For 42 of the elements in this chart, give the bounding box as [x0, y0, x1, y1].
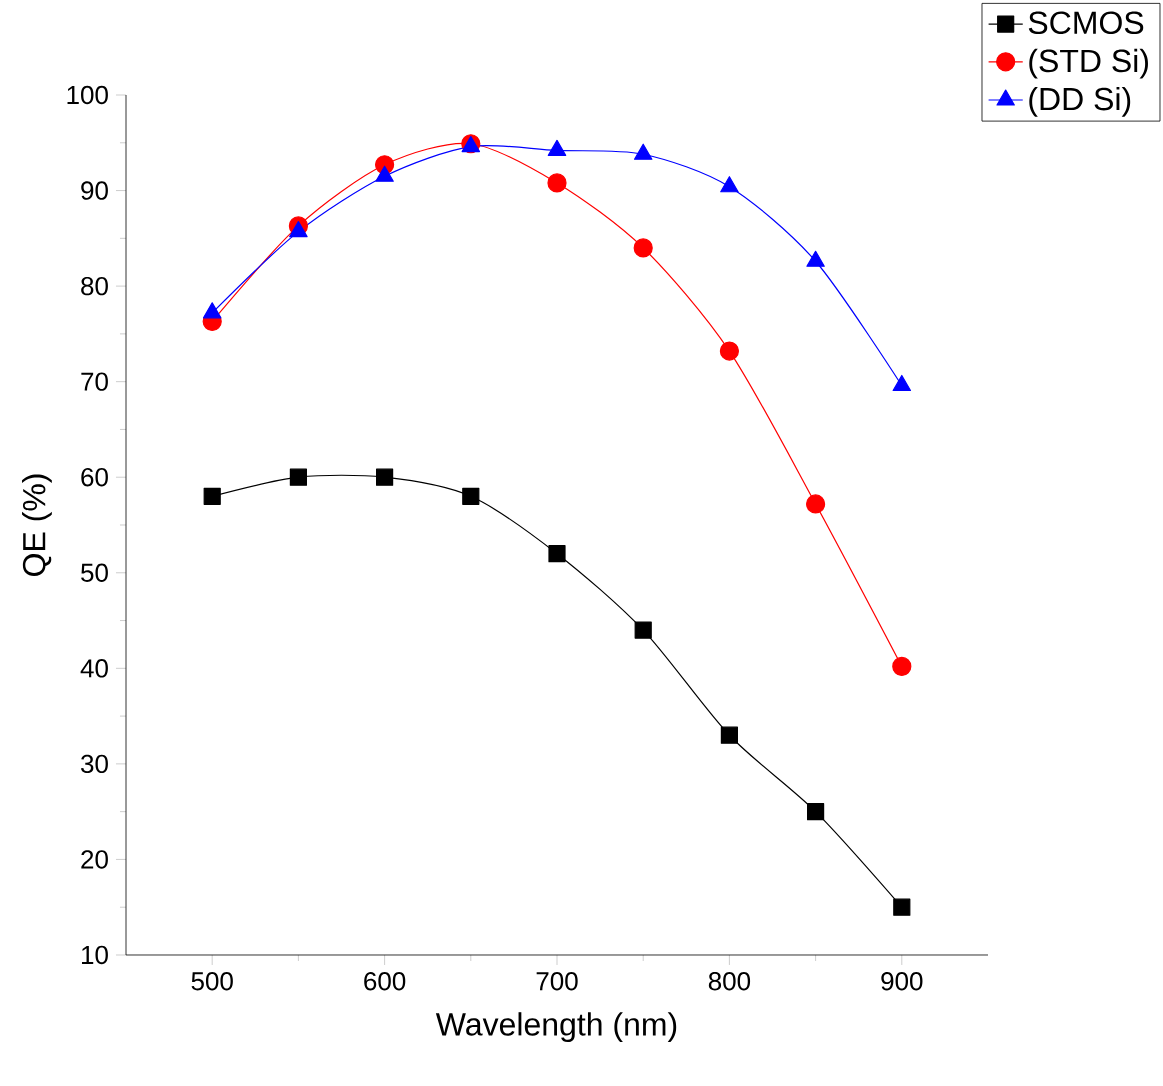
point: [548, 545, 566, 563]
point: [806, 250, 825, 267]
point: [633, 143, 653, 160]
point: [892, 374, 912, 392]
y-tick-label: 80: [81, 276, 108, 296]
point: [720, 726, 738, 744]
y-tick-label: 10: [81, 945, 108, 965]
y-tick-label: 90: [81, 181, 108, 200]
y-tick-label: 30: [81, 754, 108, 774]
point: [806, 494, 826, 514]
point: [634, 621, 652, 639]
x-axis-title: Wavelength (nm): [435, 1012, 677, 1043]
x-tick-label: 500: [191, 972, 233, 991]
point: [807, 803, 825, 821]
point: [462, 487, 480, 505]
x-tick-label: 800: [708, 972, 751, 991]
y-tick-label: 70: [81, 372, 108, 391]
y-tick-label: 50: [81, 563, 108, 582]
point: [547, 139, 567, 157]
x-tick-label: 700: [536, 972, 578, 991]
x-tick-label: 600: [364, 972, 406, 991]
legend-label: SCMOS: [1028, 11, 1144, 35]
y-tick-label: 100: [67, 85, 108, 105]
legend-label: (DD Si): [1029, 86, 1131, 117]
point: [203, 487, 221, 505]
y-tick-label: 40: [80, 659, 108, 678]
y-tick-label: 20: [81, 850, 108, 869]
point: [719, 341, 739, 361]
y-tick-label: 60: [81, 468, 108, 487]
point: [720, 176, 739, 193]
legend-label: (STD Si): [1029, 48, 1148, 79]
point: [202, 302, 222, 319]
point: [376, 468, 394, 486]
point: [289, 468, 307, 486]
point: [893, 898, 911, 916]
x-tick-label: 900: [881, 972, 923, 991]
point: [547, 173, 567, 193]
point: [633, 238, 653, 258]
y-axis-title: QE (%): [22, 474, 52, 576]
point: [289, 221, 308, 238]
point: [375, 165, 394, 182]
point: [892, 656, 912, 677]
